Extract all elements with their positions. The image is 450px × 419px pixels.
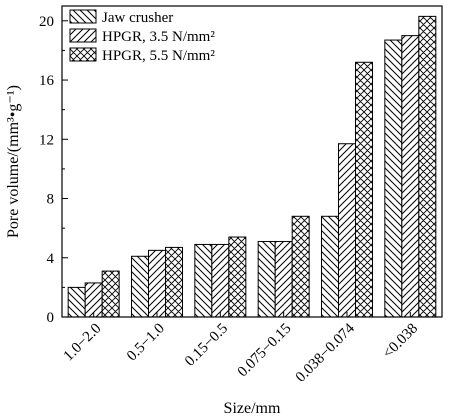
legend-label-2: HPGR, 3.5 N/mm² <box>102 29 215 45</box>
x-tick-label: 0.038−0.074 <box>293 320 358 385</box>
y-axis-ticks: 0 4 8 12 16 20 <box>39 14 68 326</box>
x-tick-label: 0.075−0.15 <box>235 321 295 381</box>
bar-1-2 <box>131 255 149 318</box>
bar-3-5 <box>355 61 373 318</box>
legend: Jaw crusher HPGR, 3.5 N/mm² HPGR, 5.5 N/mm… <box>69 9 215 64</box>
y-tick-label: 0 <box>47 310 55 326</box>
bar-1-4 <box>257 240 276 318</box>
x-tick-label: 0.5−1.0 <box>124 321 168 365</box>
bar-2-5 <box>338 143 356 318</box>
bar-1-5 <box>321 215 339 318</box>
x-axis-ticks: 1.0−2.0 0.5−1.0 0.15−0.5 0.075−0.150.038−0.… <box>61 312 421 386</box>
legend-swatch-2 <box>69 28 97 43</box>
bar-1-6 <box>384 39 403 318</box>
bar-3-4 <box>291 215 310 318</box>
legend-label-3: HPGR, 5.5 N/mm² <box>102 48 215 64</box>
y-tick-label: 16 <box>39 73 55 89</box>
y-tick-label: 20 <box>39 14 54 30</box>
legend-swatch-1 <box>69 9 97 24</box>
x-tick-label: 0.15−0.5 <box>182 321 231 370</box>
y-tick-label: 12 <box>39 132 54 148</box>
legend-label-1: Jaw crusher <box>102 10 173 26</box>
bar-2-6 <box>401 35 420 318</box>
bar-2-3 <box>211 243 230 318</box>
bar-3-3 <box>228 236 247 318</box>
x-axis-label: Size/mm <box>224 400 281 417</box>
y-tick-label: 4 <box>47 251 55 267</box>
bar-3-2 <box>165 246 183 318</box>
y-axis-label: Pore volume/(mm³•g⁻¹) <box>5 85 22 238</box>
x-tick-label: 1.0−2.0 <box>61 321 105 365</box>
legend-swatch-3 <box>69 47 97 62</box>
bar-3-6 <box>418 15 437 318</box>
bars-layer <box>67 15 437 318</box>
bar-2-2 <box>148 249 166 318</box>
plot-frame <box>61 5 443 318</box>
bar-2-4 <box>274 240 293 318</box>
x-tick-label: <0.038 <box>380 321 421 362</box>
y-tick-label: 8 <box>47 192 55 208</box>
bar-1-1 <box>67 286 86 318</box>
bar-3-1 <box>101 270 120 318</box>
bar-2-1 <box>84 282 103 318</box>
bar-1-3 <box>194 243 213 318</box>
